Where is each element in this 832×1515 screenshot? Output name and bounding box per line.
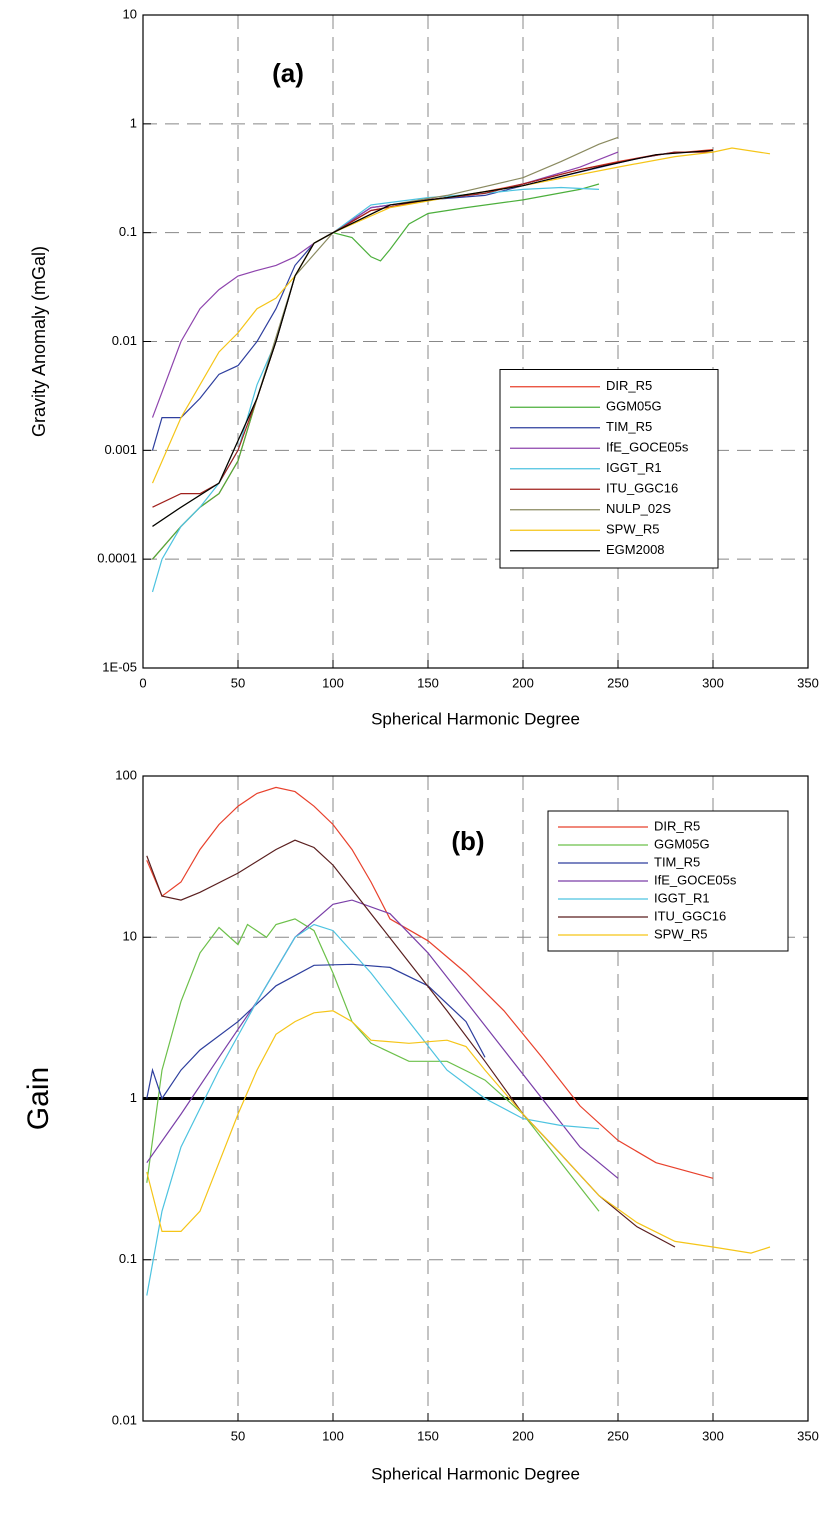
x-tick-label: 0 — [139, 675, 146, 690]
legend-label: IGGT_R1 — [654, 890, 710, 905]
x-tick-label: 300 — [702, 1428, 724, 1443]
x-tick-label: 150 — [417, 675, 439, 690]
plot: 0 50 100 150 200 250 300 350 1E-05 0.0001 0.001 0.0… — [29, 6, 819, 728]
y-tick-label: 1E-05 — [102, 659, 137, 674]
legend-label: ITU_GGC16 — [606, 481, 678, 496]
series-line — [152, 149, 714, 527]
x-tick-label: 200 — [512, 675, 534, 690]
series-line — [146, 918, 600, 1212]
series-line — [146, 1010, 771, 1254]
chart-title: (b) — [451, 826, 484, 856]
legend-label: IfE_GOCE05s — [606, 440, 689, 455]
x-tick-label: 350 — [797, 675, 819, 690]
legend-label: TIM_R5 — [606, 419, 652, 434]
y-tick-label: 0.1 — [119, 224, 137, 239]
legend-label: DIR_R5 — [654, 818, 700, 833]
legend-label: IGGT_R1 — [606, 460, 662, 475]
x-tick-label: 150 — [417, 1428, 439, 1443]
y-axis-label: Gain — [22, 1067, 55, 1130]
series-line — [146, 963, 486, 1100]
y-tick-label: 100 — [115, 767, 137, 782]
series-line — [152, 183, 600, 560]
legend-label: DIR_R5 — [606, 378, 652, 393]
legend-label: SPW_R5 — [654, 926, 707, 941]
x-tick-label: 50 — [231, 1428, 245, 1443]
x-tick-label: 300 — [702, 675, 724, 690]
legend-label: TIM_R5 — [654, 854, 700, 869]
plot: 50 100 150 200 250 300 350 0.01 0.1 1 10 100 DIR_R5 G… — [22, 767, 819, 1483]
y-tick-label: 0.0001 — [97, 551, 137, 566]
x-tick-label: 250 — [607, 675, 629, 690]
y-tick-label: 0.01 — [112, 1412, 137, 1427]
legend-label: SPW_R5 — [606, 522, 659, 537]
series-line — [146, 923, 600, 1296]
y-tick-label: 10 — [123, 6, 137, 21]
series-line — [146, 786, 714, 1179]
x-tick-label: 100 — [322, 675, 344, 690]
legend-label: IfE_GOCE05s — [654, 872, 737, 887]
legend-label: GGM05G — [654, 836, 710, 851]
x-tick-label: 100 — [322, 1428, 344, 1443]
x-tick-label: 350 — [797, 1428, 819, 1443]
y-tick-label: 1 — [130, 115, 137, 130]
y-tick-label: 10 — [123, 929, 137, 944]
legend-label: ITU_GGC16 — [654, 908, 726, 923]
x-axis-label: Spherical Harmonic Degree — [371, 709, 580, 728]
y-axis-label: Gravity Anomaly (mGal) — [29, 246, 49, 437]
chart-title: (a) — [272, 58, 304, 88]
plot-frame — [142, 775, 809, 1422]
x-axis-label: Spherical Harmonic Degree — [371, 1464, 580, 1483]
legend-label: GGM05G — [606, 399, 662, 414]
plot-frame — [142, 14, 809, 669]
x-tick-label: 50 — [231, 675, 245, 690]
series-line — [146, 899, 619, 1179]
x-tick-label: 250 — [607, 1428, 629, 1443]
legend-label: NULP_02S — [606, 501, 671, 516]
y-tick-label: 0.01 — [112, 333, 137, 348]
y-tick-label: 0.001 — [104, 442, 137, 457]
y-tick-label: 1 — [130, 1090, 137, 1105]
x-tick-label: 200 — [512, 1428, 534, 1443]
y-tick-label: 0.1 — [119, 1251, 137, 1266]
legend-label: EGM2008 — [606, 542, 665, 557]
